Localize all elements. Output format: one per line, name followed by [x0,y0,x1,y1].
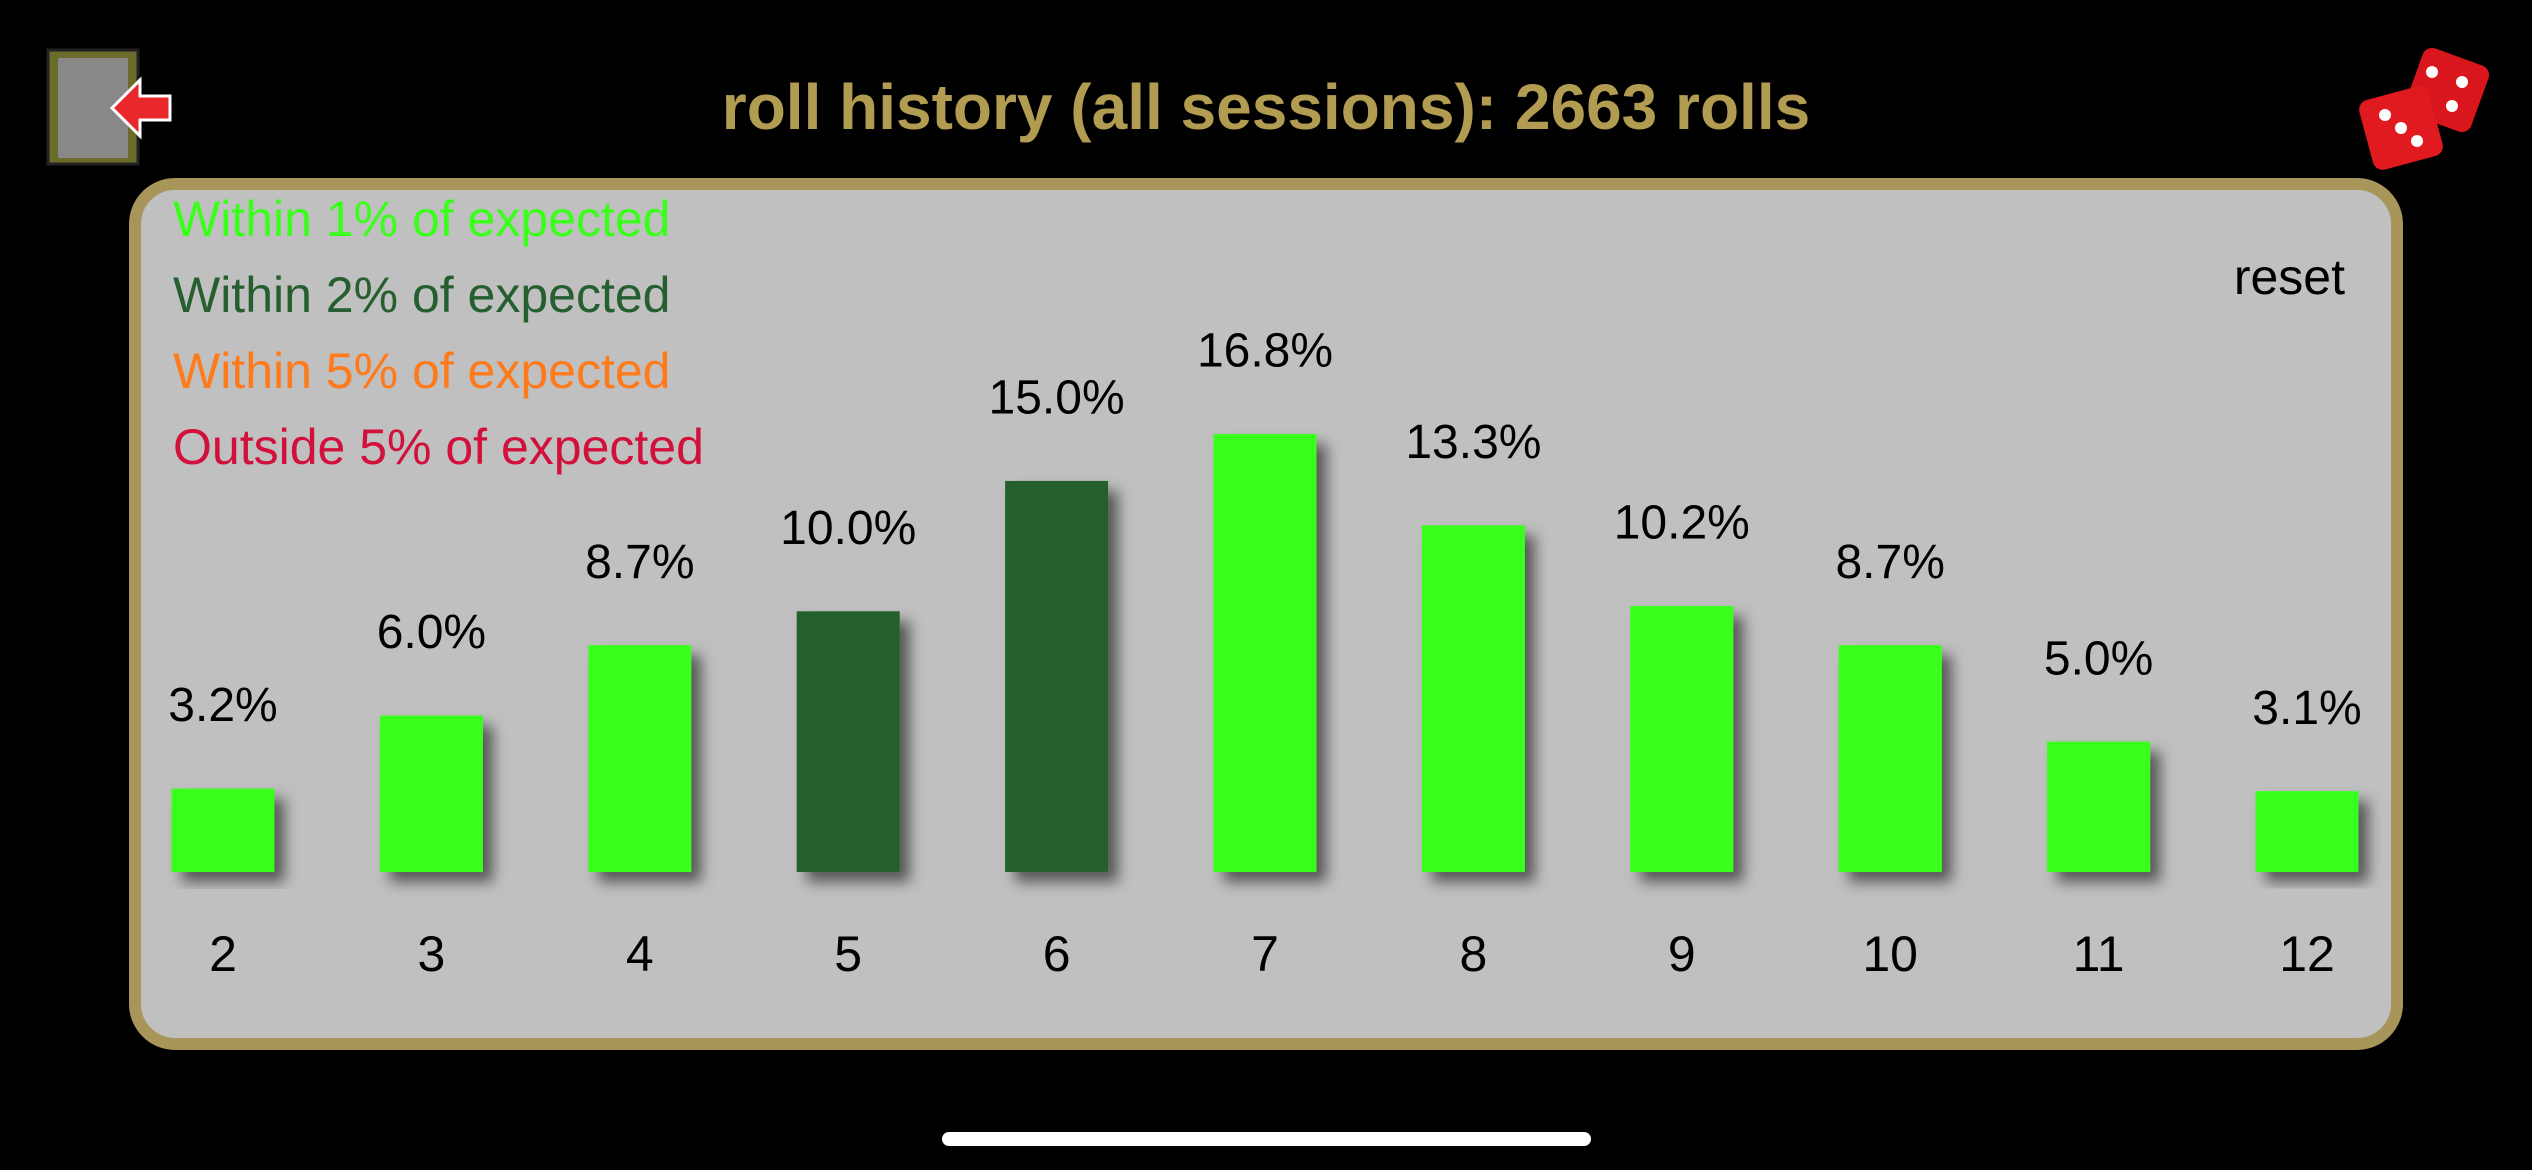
x-tick-label: 5 [834,926,862,982]
pip [2395,122,2407,134]
value-label: 8.7% [1835,536,1944,589]
bar [1005,480,1109,872]
x-tick-label: 2 [209,926,237,982]
x-tick-label: 12 [2279,926,2335,982]
x-tick-label: 6 [1043,926,1071,982]
x-tick-label: 4 [626,926,654,982]
plot: 3.2% 2 6.0% 3 8.7% 4 10.0% 5 15.0% 6 16.8% 7 13.3% 8 1… [168,325,2361,983]
value-label: 13.3% [1405,416,1541,469]
legend: Within 1% of expected Within 2% of expect… [173,191,704,475]
bar [2255,791,2359,872]
bar [1421,525,1525,872]
chart-title: roll history (all sessions): 2663 rolls [722,71,1810,143]
bar [588,645,692,872]
pip [2379,109,2391,121]
value-label: 6.0% [377,606,486,659]
value-label: 3.1% [2252,682,2361,735]
exit-button[interactable] [46,48,172,166]
value-label: 16.8% [1197,325,1333,378]
dice-icon[interactable] [2357,45,2492,172]
legend-entry: Within 2% of expected [173,267,671,323]
reset-button[interactable]: reset [2234,249,2345,305]
value-label: 10.0% [780,502,916,555]
pip [2426,66,2438,78]
bar [1838,645,1942,872]
x-tick-label: 3 [417,926,445,982]
x-tick-label: 11 [2073,926,2125,982]
x-tick-label: 8 [1459,926,1487,982]
bar [171,788,275,872]
home-indicator [942,1132,1591,1146]
value-label: 10.2% [1614,497,1750,550]
pip [2456,76,2468,88]
x-tick-label: 9 [1668,926,1696,982]
legend-entry: Outside 5% of expected [173,419,704,475]
legend-entry: Within 1% of expected [173,191,671,247]
bar [2047,741,2151,872]
value-label: 3.2% [168,679,277,732]
value-label: 15.0% [989,372,1125,425]
bar [1213,434,1317,872]
value-label: 8.7% [585,536,694,589]
bar [796,611,900,872]
bar [1630,606,1734,872]
pip [2446,100,2458,112]
legend-entry: Within 5% of expected [173,343,671,399]
x-tick-label: 7 [1251,926,1279,982]
value-label: 5.0% [2044,632,2153,685]
bar [379,715,483,872]
x-tick-label: 10 [1862,926,1918,982]
pip [2411,135,2423,147]
exit-arrow [109,76,172,140]
door-panel [58,58,128,158]
